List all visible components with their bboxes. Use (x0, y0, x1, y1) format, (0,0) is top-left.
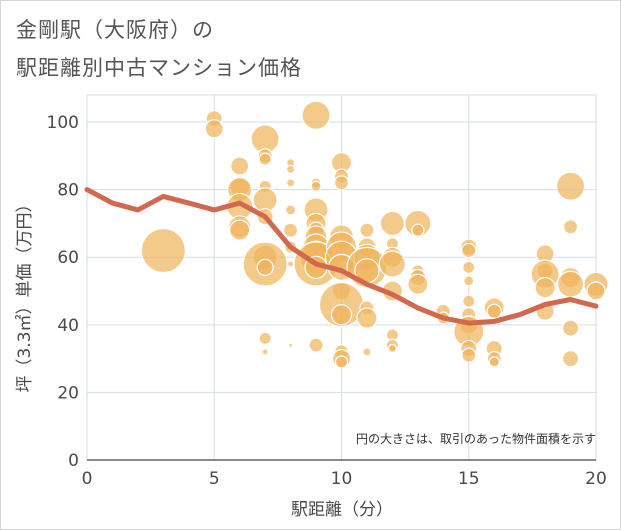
data-bubble (286, 164, 296, 174)
data-bubble (286, 178, 296, 188)
y-tick-label: 0 (68, 451, 79, 471)
data-bubble (556, 270, 585, 298)
data-bubble (407, 273, 429, 295)
data-bubble (283, 222, 299, 238)
y-axis-label: 坪（3.3㎡）単価（万円） (15, 195, 35, 392)
data-bubble (229, 219, 251, 241)
data-bubble (362, 347, 372, 357)
data-bubble (561, 319, 580, 337)
data-bubble (463, 275, 475, 287)
y-tick-label: 100 (47, 113, 79, 133)
data-bubble (411, 223, 425, 237)
data-bubble (359, 222, 375, 238)
data-bubble (534, 277, 556, 299)
data-bubble (462, 260, 476, 274)
data-bubble (140, 227, 186, 274)
data-bubble (461, 242, 477, 259)
x-tick-label: 20 (585, 469, 607, 489)
data-bubble (461, 347, 477, 363)
data-bubble (333, 175, 350, 191)
y-tick-label: 40 (57, 316, 79, 336)
data-bubble (561, 350, 580, 368)
data-bubble (356, 307, 378, 329)
data-bubble (586, 281, 606, 301)
data-bubble (387, 343, 397, 354)
data-bubble (288, 342, 294, 348)
trend-line (84, 187, 599, 326)
data-bubble (301, 100, 331, 130)
x-tick-label: 10 (331, 469, 353, 489)
data-bubble (334, 355, 349, 369)
data-bubble (258, 331, 272, 345)
x-tick-label: 0 (82, 469, 93, 489)
data-bubble (379, 210, 405, 237)
data-bubble (486, 303, 502, 319)
bubble-layer (140, 100, 609, 369)
chart-title-line2: 駅距離別中古マンション価格 (16, 56, 302, 80)
data-bubble (555, 171, 586, 201)
y-tick-label: 20 (57, 383, 79, 403)
data-bubble (258, 152, 272, 166)
data-bubble (308, 337, 324, 353)
x-axis-label: 駅距離（分） (291, 500, 393, 520)
data-bubble (261, 348, 269, 356)
tick-labels: 0 5 10 15 20 0 20 40 60 80 100 (47, 113, 607, 489)
annotation-note: 円の大きさは、取引のあった物件面積を示す (356, 431, 596, 446)
data-bubble (204, 119, 224, 139)
chart-title-line1: 金剛駅（大阪府）の (16, 18, 214, 42)
data-bubble (378, 250, 406, 278)
y-tick-label: 80 (57, 181, 79, 201)
data-bubble (287, 260, 295, 268)
data-bubble (488, 356, 500, 368)
data-bubble (256, 258, 274, 276)
data-bubble (330, 304, 353, 326)
x-tick-label: 5 (209, 469, 220, 489)
x-tick-label: 15 (458, 469, 480, 489)
y-tick-label: 60 (57, 248, 79, 268)
data-bubble (230, 156, 250, 176)
data-bubble (462, 294, 476, 308)
data-bubble (562, 219, 579, 235)
data-bubble (285, 204, 297, 216)
data-bubble (310, 180, 322, 192)
